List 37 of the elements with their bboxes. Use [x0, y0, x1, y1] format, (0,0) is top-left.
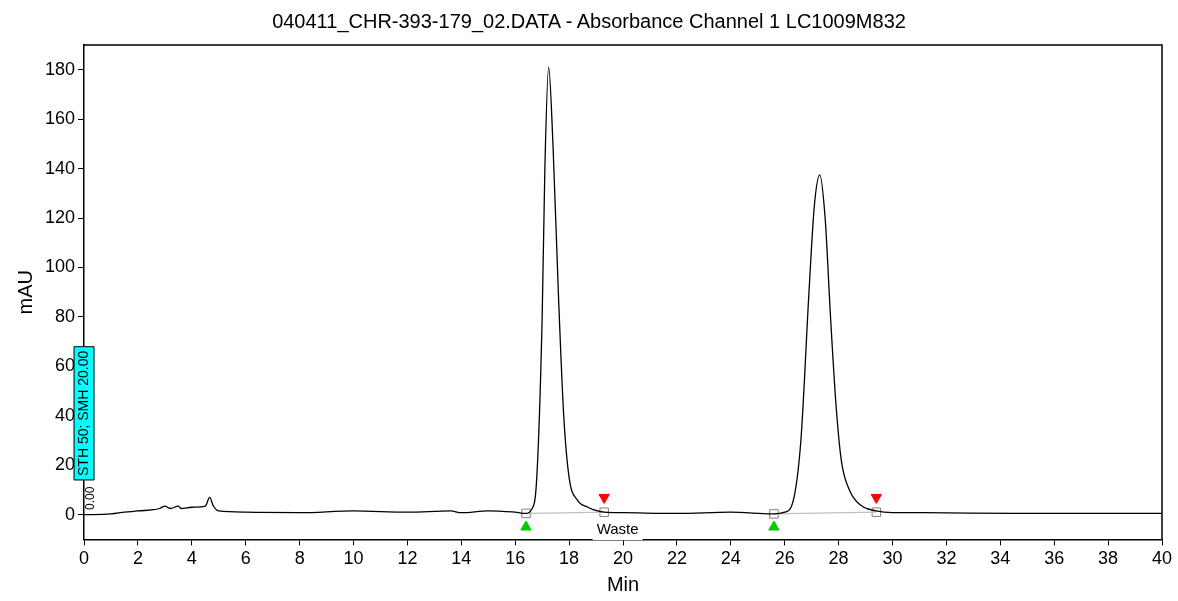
x-tick-label: 18 — [559, 548, 580, 569]
y-tick-label: 60 — [55, 355, 76, 376]
x-tick-label: 22 — [666, 548, 687, 569]
x-tick-label: 32 — [936, 548, 957, 569]
x-tick-label: 26 — [774, 548, 795, 569]
x-tick-label: 38 — [1098, 548, 1119, 569]
x-tick-label: 16 — [505, 548, 526, 569]
y-tick-label: 180 — [44, 58, 76, 79]
x-tick-label: 10 — [343, 548, 364, 569]
x-tick-label: 28 — [828, 548, 849, 569]
y-tick-label: 20 — [55, 454, 76, 475]
annotation: STH 50; SMH 20.00 — [74, 350, 91, 476]
x-tick-label: 8 — [294, 548, 305, 569]
x-tick-label: 36 — [1044, 548, 1065, 569]
x-tick-label: 4 — [186, 548, 197, 569]
x-tick-label: 34 — [990, 548, 1011, 569]
annotation: Waste — [596, 519, 639, 537]
x-tick-label: 20 — [613, 548, 634, 569]
y-tick-label: 80 — [55, 305, 76, 326]
y-tick-label: 140 — [44, 157, 76, 178]
y-tick-label: 0 — [65, 503, 76, 524]
x-tick-label: 30 — [882, 548, 903, 569]
x-tick-label: 2 — [132, 548, 143, 569]
y-tick-label: 120 — [44, 207, 76, 228]
x-tick-label: 0 — [79, 548, 90, 569]
y-tick-label: 100 — [44, 256, 76, 277]
x-tick-label: 40 — [1151, 548, 1173, 569]
y-tick-label: 40 — [55, 404, 76, 425]
chart-title: 040411_CHR-393-179_02.DATA - Absorbance Channel 1 LC1009M832 — [271, 10, 907, 33]
y-axis-title: mAU — [13, 269, 36, 315]
annotation: 0.00 — [83, 486, 98, 511]
x-tick-label: 24 — [720, 548, 741, 569]
x-axis-title: Min — [606, 572, 640, 595]
x-tick-label: 6 — [240, 548, 251, 569]
y-tick-label: 160 — [44, 108, 76, 129]
x-tick-label: 14 — [451, 548, 472, 569]
x-tick-label: 12 — [397, 548, 418, 569]
